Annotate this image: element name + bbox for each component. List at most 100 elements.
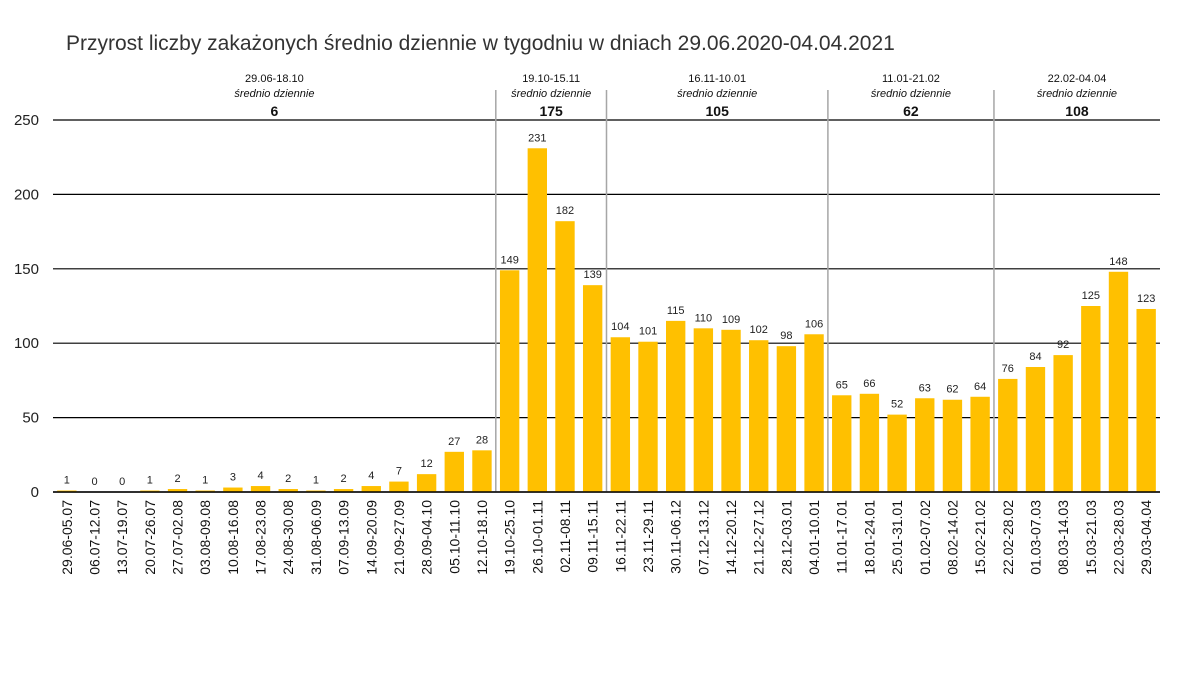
bar-value-label: 1 — [313, 475, 319, 487]
bar-value-label: 0 — [119, 476, 125, 488]
bar — [472, 450, 492, 492]
x-tick-label: 29.03-04.04 — [1138, 500, 1154, 575]
period-subtitle: średnio dziennie — [1037, 88, 1117, 100]
bar — [250, 486, 271, 492]
period-average: 108 — [1065, 103, 1089, 119]
period-range-label: 16.11-10.01 — [688, 73, 746, 85]
bar-value-label: 2 — [285, 473, 291, 485]
bar — [832, 395, 852, 492]
bar-value-label: 52 — [891, 399, 903, 411]
y-tick-label: 50 — [22, 410, 39, 427]
period-average: 62 — [903, 103, 919, 119]
bar-value-label: 65 — [836, 379, 848, 391]
period-average: 6 — [271, 103, 279, 119]
chart-title: Przyrost liczby zakażonych średnio dzien… — [66, 32, 895, 55]
x-tick-label: 31.08-06.09 — [308, 500, 324, 575]
period-subtitle: średnio dziennie — [871, 88, 951, 100]
bar-value-label: 102 — [750, 324, 768, 336]
bar-value-label: 28 — [476, 434, 488, 446]
x-tick-label: 02.11-08.11 — [557, 500, 573, 573]
bar-value-label: 1 — [147, 475, 153, 487]
x-tick-label: 23.11-29.11 — [640, 500, 656, 573]
x-tick-label: 08.03-14.03 — [1055, 500, 1071, 575]
period-range-label: 11.01-21.02 — [882, 73, 940, 85]
bar-value-label: 106 — [805, 318, 823, 330]
x-tick-label: 20.07-26.07 — [142, 500, 158, 575]
x-tick-label: 21.12-27.12 — [751, 500, 767, 575]
y-tick-label: 250 — [14, 112, 39, 129]
x-tick-label: 01.03-07.03 — [1027, 500, 1043, 575]
bar — [333, 489, 354, 492]
x-tick-label: 28.12-03.01 — [778, 500, 794, 575]
x-tick-label: 27.07-02.08 — [170, 500, 186, 575]
bar — [223, 487, 243, 492]
bar — [721, 329, 741, 492]
bar — [638, 341, 658, 492]
bar — [416, 474, 437, 492]
bar-value-label: 84 — [1029, 351, 1041, 363]
bar — [666, 320, 686, 492]
period-subtitle: średnio dziennie — [234, 88, 314, 100]
bar-value-label: 7 — [396, 466, 402, 478]
bar-value-label: 109 — [722, 314, 740, 326]
bar — [776, 346, 797, 492]
period-subtitle: średnio dziennie — [511, 88, 591, 100]
period-subtitle: średnio dziennie — [677, 88, 757, 100]
bar — [1108, 271, 1129, 492]
bar-value-label: 104 — [611, 321, 629, 333]
bar — [942, 399, 963, 492]
bar-value-label: 64 — [974, 381, 986, 393]
bar — [1025, 367, 1046, 492]
bar — [887, 414, 907, 492]
period-average: 175 — [539, 103, 563, 119]
period-average: 105 — [706, 103, 730, 119]
bar — [499, 270, 520, 492]
bar-value-label: 231 — [528, 132, 546, 144]
bar-value-label: 125 — [1082, 290, 1100, 302]
x-tick-label: 26.10-01.11 — [529, 500, 545, 574]
x-tick-label: 28.09-04.10 — [419, 500, 435, 575]
bar — [527, 148, 547, 492]
x-tick-label: 08.02-14.02 — [944, 500, 960, 575]
x-tick-label: 30.11-06.12 — [668, 500, 684, 574]
x-tick-label: 11.01-17.01 — [834, 500, 850, 574]
bar — [998, 378, 1018, 492]
bar-value-label: 76 — [1002, 363, 1014, 375]
bar-value-label: 3 — [230, 472, 236, 484]
x-tick-label: 18.01-24.01 — [861, 500, 877, 575]
x-tick-label: 22.02-28.02 — [1000, 500, 1016, 575]
x-tick-label: 14.12-20.12 — [723, 500, 739, 575]
x-tick-label: 16.11-22.11 — [612, 500, 628, 573]
x-tick-label: 04.01-10.01 — [806, 500, 822, 575]
bar-value-label: 4 — [368, 470, 374, 482]
x-tick-label: 07.12-13.12 — [695, 500, 711, 575]
bar-value-label: 4 — [258, 470, 264, 482]
bar — [749, 340, 769, 492]
x-tick-label: 03.08-09.08 — [197, 500, 213, 575]
bar — [1136, 308, 1156, 492]
bar — [915, 398, 935, 492]
bar-value-label: 149 — [500, 254, 518, 266]
bar-value-label: 1 — [202, 475, 208, 487]
y-tick-label: 100 — [14, 335, 39, 352]
bar-value-label: 115 — [667, 305, 685, 317]
bar — [555, 221, 575, 492]
x-tick-label: 15.03-21.03 — [1083, 500, 1099, 575]
bar — [804, 334, 824, 492]
bar-value-label: 62 — [946, 384, 958, 396]
x-tick-label: 09.11-15.11 — [585, 500, 601, 573]
period-range-label: 22.02-04.04 — [1048, 73, 1107, 85]
x-tick-label: 19.10-25.10 — [502, 500, 518, 575]
period-range-label: 29.06-18.10 — [245, 73, 304, 85]
bar-value-label: 2 — [341, 473, 347, 485]
bar-value-label: 92 — [1057, 339, 1069, 351]
x-tick-label: 29.06-05.07 — [59, 500, 75, 575]
x-tick-label: 25.01-31.01 — [889, 500, 905, 575]
bar-value-label: 110 — [695, 312, 713, 324]
bar-value-label: 2 — [174, 473, 180, 485]
bar-value-label: 139 — [583, 269, 601, 281]
x-tick-label: 10.08-16.08 — [225, 500, 241, 575]
y-tick-label: 150 — [14, 261, 39, 278]
bar-value-label: 1 — [64, 475, 70, 487]
